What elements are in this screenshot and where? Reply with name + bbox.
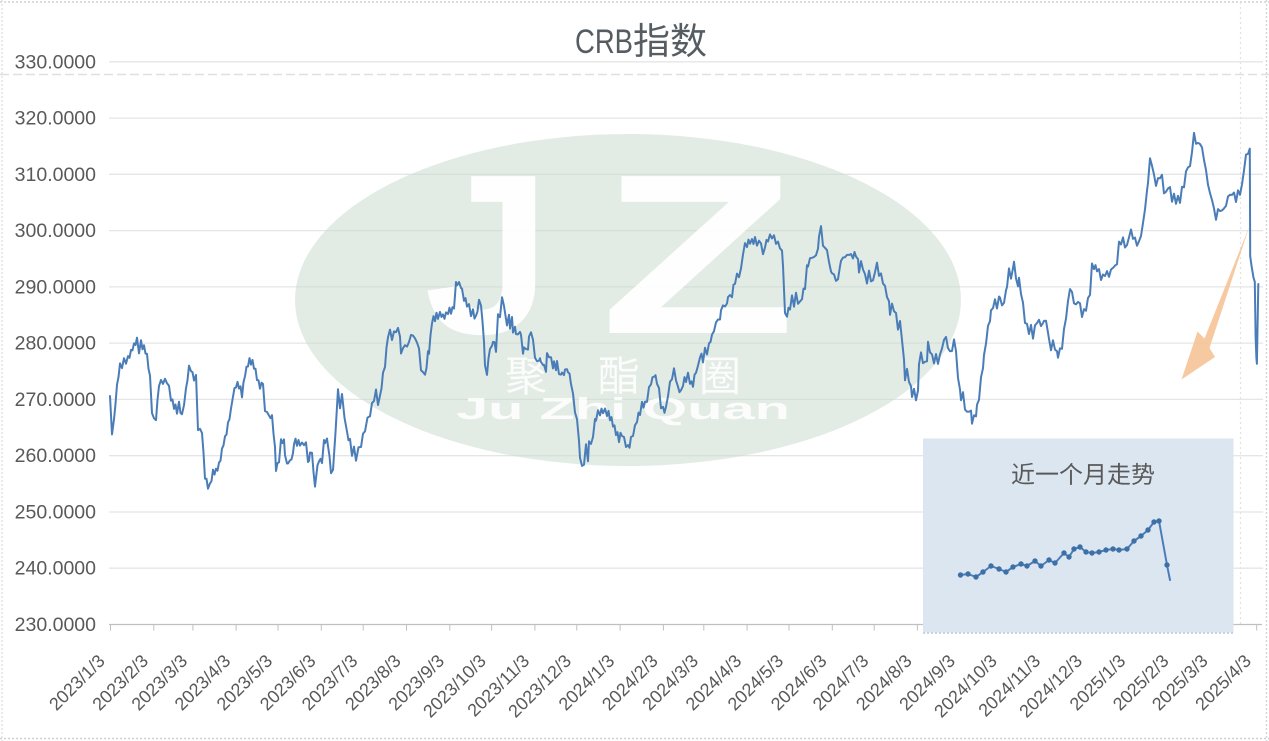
svg-text:230.0000: 230.0000 [15,614,96,636]
svg-text:320.0000: 320.0000 [15,108,96,130]
svg-text:330.0000: 330.0000 [15,51,96,73]
svg-text:240.0000: 240.0000 [15,558,96,580]
svg-text:Z: Z [600,128,796,382]
svg-text:260.0000: 260.0000 [15,445,96,467]
svg-text:250.0000: 250.0000 [15,502,96,524]
svg-text:280.0000: 280.0000 [15,333,96,355]
svg-text:CRB: CRB [575,23,633,61]
svg-text:J: J [424,128,551,382]
svg-text:Ju Zhi Quan: Ju Zhi Quan [456,391,790,426]
svg-text:310.0000: 310.0000 [15,164,96,186]
svg-text:300.0000: 300.0000 [15,220,96,242]
svg-text:290.0000: 290.0000 [15,276,96,298]
svg-text:270.0000: 270.0000 [15,389,96,411]
